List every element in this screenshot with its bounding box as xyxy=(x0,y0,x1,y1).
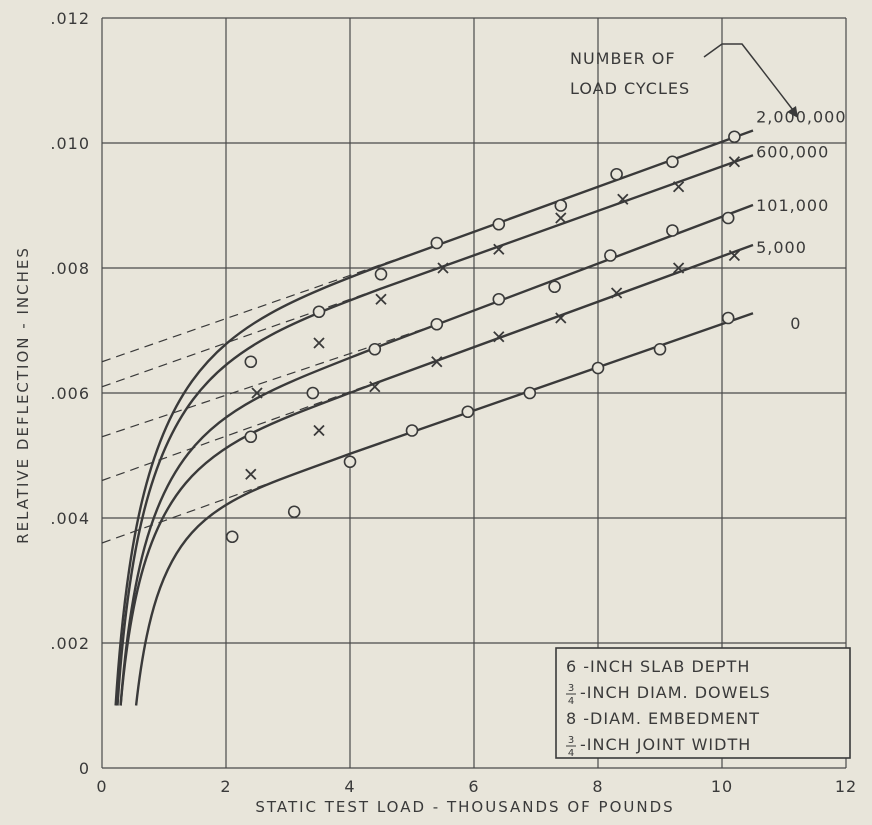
tick-labels: 0 2 4 6 8 10 12 0 .002 .004 .006 .008 .010 .012 xyxy=(50,9,857,796)
x-tick-label: 10 xyxy=(711,777,733,796)
fraction-numerator: 3 xyxy=(568,683,574,694)
circle-marker xyxy=(653,342,667,356)
circle-marker xyxy=(244,430,258,444)
circle-marker xyxy=(343,455,357,469)
legend-title-line-2: LOAD CYCLES xyxy=(570,79,690,98)
circle-marker xyxy=(604,249,617,262)
fraction-numerator: 3 xyxy=(568,735,574,746)
x-marker xyxy=(493,243,505,255)
x-marker xyxy=(555,212,567,224)
y-tick-label: .004 xyxy=(50,509,90,528)
x-marker xyxy=(313,337,325,349)
x-tick-label: 2 xyxy=(220,777,231,796)
x-marker xyxy=(493,331,505,343)
fraction-denominator: 4 xyxy=(568,748,574,759)
circle-marker xyxy=(492,217,506,231)
y-axis-title: RELATIVE DEFLECTION - INCHES xyxy=(14,246,32,544)
circle-marker xyxy=(225,530,239,544)
legend-title: NUMBER OF LOAD CYCLES xyxy=(570,43,798,118)
annotation-line: -INCH JOINT WIDTH xyxy=(580,735,751,754)
y-tick-label: .006 xyxy=(50,384,90,403)
x-marker xyxy=(672,262,685,274)
series-curve xyxy=(119,203,754,706)
series-labels: 2,000,000 600,000 101,000 5,000 0 xyxy=(756,108,846,334)
annotation-line: 6 -INCH SLAB DEPTH xyxy=(566,657,750,676)
circle-marker xyxy=(461,405,475,419)
annotation-box-frame xyxy=(555,647,851,759)
circle-marker xyxy=(492,292,506,306)
circle-marker xyxy=(430,236,444,250)
y-tick-label: 0 xyxy=(79,759,90,778)
circle-marker xyxy=(312,305,326,319)
x-marker xyxy=(431,356,443,368)
circle-marker xyxy=(368,342,382,356)
circle-marker xyxy=(728,130,741,144)
legend-title-line-1: NUMBER OF xyxy=(570,49,676,68)
series-curve xyxy=(119,243,754,706)
x-marker xyxy=(555,312,567,324)
circle-marker xyxy=(244,355,258,369)
x-marker xyxy=(728,249,741,262)
x-axis-title: STATIC TEST LOAD - THOUSANDS OF POUNDS xyxy=(255,798,674,816)
x-marker xyxy=(672,181,685,193)
circle-marker xyxy=(666,224,679,237)
data-markers xyxy=(225,130,741,544)
circle-marker xyxy=(610,167,623,181)
x-tick-label: 0 xyxy=(96,777,107,796)
x-marker xyxy=(245,468,257,480)
legend-arrow xyxy=(703,43,797,115)
circle-marker xyxy=(591,361,605,375)
annotation-line: -INCH DIAM. DOWELS xyxy=(580,683,771,702)
series-curve xyxy=(114,129,754,706)
series-label: 101,000 xyxy=(756,196,829,215)
series-curve xyxy=(134,312,754,706)
circle-marker xyxy=(287,505,301,519)
y-tick-label: .002 xyxy=(50,634,90,653)
x-tick-label: 4 xyxy=(344,777,355,796)
circle-marker xyxy=(721,211,735,225)
circle-marker xyxy=(306,386,320,400)
series-label: 600,000 xyxy=(756,142,829,161)
x-marker xyxy=(610,287,623,299)
circle-marker xyxy=(405,424,419,437)
circle-marker xyxy=(374,267,388,281)
y-tick-label: .012 xyxy=(50,9,90,28)
x-tick-label: 12 xyxy=(835,777,857,796)
circle-marker xyxy=(548,280,561,294)
y-tick-label: .008 xyxy=(50,259,90,278)
x-marker xyxy=(313,424,325,437)
x-marker xyxy=(251,387,263,399)
fraction-denominator: 4 xyxy=(568,696,574,707)
x-marker xyxy=(375,293,387,305)
legend-arrowhead xyxy=(787,106,798,118)
circle-marker xyxy=(523,386,537,400)
series-label: 0 xyxy=(790,314,801,333)
y-tick-label: .010 xyxy=(50,134,90,153)
series-curve xyxy=(116,154,754,706)
x-marker xyxy=(728,156,741,168)
circle-marker xyxy=(554,199,568,212)
circle-marker xyxy=(666,155,679,169)
annotation-line: 8 -DIAM. EMBEDMENT xyxy=(566,709,760,728)
x-tick-label: 8 xyxy=(592,777,603,796)
x-tick-label: 6 xyxy=(468,777,479,796)
series-curves xyxy=(114,129,754,706)
circle-marker xyxy=(430,317,444,331)
x-marker xyxy=(617,193,629,205)
series-label: 5,000 xyxy=(756,238,807,257)
x-marker xyxy=(369,381,381,393)
fraction-glyph: 34 xyxy=(566,683,576,707)
series-label: 2,000,000 xyxy=(756,108,846,127)
circle-marker xyxy=(721,311,735,325)
x-marker xyxy=(437,262,449,274)
fraction-glyph: 34 xyxy=(566,735,576,759)
